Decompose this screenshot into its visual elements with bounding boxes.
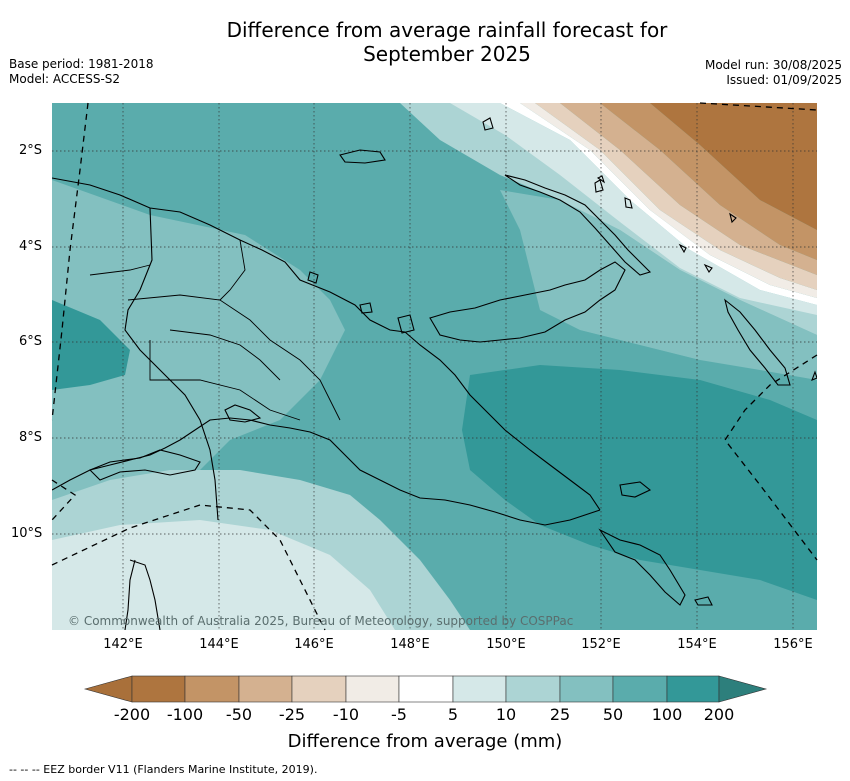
coastlines [52,117,817,630]
new-ireland [504,174,652,276]
colorbar-swatch-8 [505,675,561,703]
lat-label-2s: 2°S [19,143,43,158]
model-name: Model: ACCESS-S2 [9,72,121,86]
colorbar-swatch-10 [612,675,668,703]
lon-label-146e: 146°E [294,637,334,652]
copyright-credit: © Commonwealth of Australia 2025, Bureau… [68,614,574,628]
fill-minus200-minus100 [650,103,817,230]
eez-legend-note: -- -- -- EEZ border V11 (Flanders Marine… [9,763,318,776]
colorbar-tick-label: -25 [278,705,306,724]
eez-borders [51,102,818,631]
fill-100-200-west [52,300,130,390]
colorbar-title: Difference from average (mm) [287,731,563,752]
new-guinea-north-coast [52,177,406,333]
louisiade-archipelago [598,528,713,606]
title-line-1: Difference from average rainfall forecas… [226,18,668,42]
new-guinea-east-coast [404,331,601,511]
fill-minus25-minus10 [535,103,817,290]
lon-label-142e: 142°E [103,637,143,652]
meta-left: Base period: 1981-2018 Model: ACCESS-S2 [9,57,154,87]
model-run: Model run: 30/08/2025 [704,58,842,72]
inland-lakes [224,271,319,423]
colorbar-tick-label: -5 [391,705,407,724]
lat-label-10s: 10°S [11,526,43,541]
trobriand-islands [619,481,652,498]
lat-label-8s: 8°S [19,430,43,445]
small-islands [594,175,817,381]
contour-fills [52,103,817,630]
issued-date: Issued: 01/09/2025 [726,73,842,87]
colorbar-tick-label: -10 [332,705,360,724]
province-lines [89,239,341,421]
colorbar-tick-label: 200 [703,705,735,724]
colorbar-tick-label: 100 [651,705,683,724]
colorbar [83,675,768,703]
colorbar-tick-label: -100 [166,705,204,724]
chart-title: Difference from average rainfall forecas… [0,18,850,66]
fill-5-10-southwest [52,520,395,630]
gridlines [52,103,817,630]
lon-label-144e: 144°E [199,637,239,652]
colorbar-swatch-3 [238,675,293,703]
fill-minus100-minus50 [600,103,817,260]
title-line-2: September 2025 [363,42,531,66]
colorbar-tick-label: 25 [549,705,571,724]
bougainville [724,298,791,386]
lat-label-6s: 6°S [19,334,43,349]
colorbar-swatch-5 [345,675,400,703]
lon-label-150e: 150°E [486,637,526,652]
fill-5-10-northeast [450,103,817,315]
colorbar-swatch-6 [398,675,454,703]
colorbar-extend-high [718,675,768,703]
fill-minus50-minus25 [560,103,817,275]
lon-label-148e: 148°E [390,637,430,652]
lon-label-152e: 152°E [581,637,621,652]
colorbar-swatch-1 [131,675,186,703]
colorbar-extend-low [83,675,133,703]
manus-island [339,149,386,164]
cape-york [124,559,161,630]
long-island [359,302,415,334]
daru-coast [89,449,201,481]
colorbar-swatch-7 [452,675,507,703]
colorbar-swatch-9 [559,675,614,703]
meta-right: Model run: 30/08/2025 Issued: 01/09/2025 [705,58,842,88]
mussau-islands [482,117,494,131]
colorbar-tick-label: 10 [495,705,517,724]
colorbar-tick-label: -200 [113,705,151,724]
colorbar-swatch-2 [184,675,240,703]
colorbar-tick-label: -50 [225,705,253,724]
colorbar-swatch-4 [291,675,347,703]
colorbar-swatch-11 [666,675,720,703]
colorbar-tick-label: 5 [447,705,459,724]
fill-minus10-minus5 [520,103,817,298]
lon-label-154e: 154°E [677,637,717,652]
fill-25-50-northeast [500,190,817,380]
base-period: Base period: 1981-2018 [9,57,154,71]
colorbar-tick-label: 50 [602,705,624,724]
lon-label-156e: 156°E [773,637,813,652]
new-britain [429,261,626,343]
lat-label-4s: 4°S [19,239,43,254]
